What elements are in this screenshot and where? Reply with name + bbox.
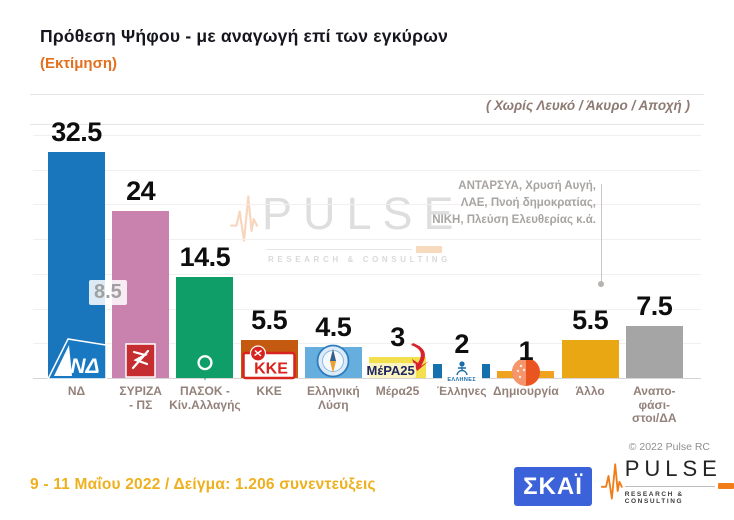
lead-gap-label: 8.5	[89, 280, 127, 305]
copyright-note: © 2022 Pulse RC	[628, 441, 710, 453]
nd-flag-logo: ΝΔ	[46, 338, 107, 380]
exclusion-note: ( Χωρίς Λευκό / Άκυρο / Αποχή )	[485, 98, 690, 113]
category-label-elliniki-lysi: Ελληνική Λύση	[306, 384, 360, 412]
pulse-logo-underline	[624, 483, 734, 489]
skai-logo-text: ΣΚΑΪ	[523, 472, 583, 500]
kke-emblem-logo: ΚΚΕ	[242, 345, 296, 380]
pulse-logo-text: PULSE	[624, 456, 722, 481]
gridline-15	[33, 273, 701, 275]
value-label-mera25: 3	[390, 322, 405, 353]
header-divider	[30, 94, 704, 95]
svg-text:ΝΔ: ΝΔ	[70, 355, 99, 378]
watermark-tagline: RESEARCH & CONSULTING	[268, 255, 452, 264]
annotation-dot	[598, 281, 604, 287]
pulse-waveform-icon	[230, 195, 258, 242]
watermark-underline	[266, 246, 442, 253]
value-label-nd: 32.5	[51, 117, 102, 148]
category-label-allo: Άλλο	[575, 384, 605, 398]
mera25-wordmark-logo: ΜέΡΑ25	[365, 343, 430, 380]
gridline-30	[33, 169, 701, 171]
annotation-line	[601, 184, 602, 282]
pasok-sun-logo	[182, 336, 227, 382]
annotation-text: ΑΝΤΑΡΣΥΑ, Χρυσή Αυγή, ΛΑΕ, Πνοή δημοκρατί…	[432, 180, 596, 226]
category-label-pasok-kinal: ΠΑΣΟΚ - Κίν.Αλλαγής	[169, 384, 241, 412]
party-logo-mera25: ΜέΡΑ25	[365, 343, 430, 380]
gridline-10	[33, 308, 701, 310]
category-label-nd: ΝΔ	[67, 384, 86, 398]
gridline-5	[33, 343, 701, 345]
elliniki-lysi-compass-logo	[316, 344, 350, 378]
category-label-kke: ΚΚΕ	[256, 384, 282, 398]
party-logo-syriza-ps	[125, 343, 156, 378]
party-logo-ellines: ΕΛΛΗΝΕΣ	[441, 355, 482, 387]
value-label-pasok-kinal: 14.5	[179, 242, 231, 273]
chart-top-border	[30, 124, 704, 125]
value-label-anapofasistoi-da: 7.5	[636, 290, 673, 321]
party-logo-pasok-kinal	[181, 336, 229, 382]
page-title: Πρόθεση Ψήφου - με αναγωγή επί των εγκύρ…	[40, 26, 449, 46]
dimiourgia-circle-logo	[511, 358, 540, 386]
estimate-label: (Εκτίμηση)	[40, 55, 117, 72]
ellines-emblem-logo: ΕΛΛΗΝΕΣ	[441, 355, 482, 387]
party-logo-nd: ΝΔ	[46, 336, 107, 380]
value-label-dimiourgia: 1	[518, 336, 534, 367]
gridline-35	[33, 134, 701, 136]
bar-allo	[561, 339, 619, 378]
fieldwork-note: 9 - 11 Μαΐου 2022 / Δείγμα: 1.206 συνεντ…	[30, 476, 376, 493]
category-label-ellines: Έλληνες	[436, 384, 487, 398]
category-label-anapofasistoi-da: Αναπο-φάσι-στοι/ΔΑ	[632, 384, 677, 425]
pulse-logo: PULSE RESEARCH & CONSULTING	[601, 456, 734, 506]
category-label-syriza-ps: ΣΥΡΙΖΑ - ΠΣ	[119, 384, 162, 412]
value-label-ellines: 2	[454, 329, 469, 360]
category-label-dimiourgia: Δημιουργία	[493, 384, 559, 398]
gridline-20	[33, 239, 701, 240]
value-label-syriza-ps: 24	[126, 176, 156, 207]
pulse-logo-tagline: RESEARCH & CONSULTING	[624, 491, 684, 505]
gridline-25	[33, 204, 701, 206]
party-logo-elliniki-lysi	[316, 344, 350, 378]
pulse-watermark: PULSE RESEARCH & CONSULTING	[230, 190, 465, 264]
category-label-mera25: Μέρα25	[375, 384, 420, 398]
syriza-emblem-logo	[125, 343, 156, 378]
value-label-allo: 5.5	[572, 304, 609, 335]
bar-anapofasistoi-da	[625, 325, 683, 378]
party-logo-dimiourgia	[511, 357, 541, 387]
value-label-kke: 5.5	[251, 304, 288, 335]
watermark-brand: PULSE	[262, 188, 465, 239]
x-axis-baseline	[33, 378, 701, 379]
pulse-waveform-icon	[601, 463, 623, 500]
value-label-elliniki-lysi: 4.5	[315, 311, 352, 342]
svg-text:ΚΚΕ: ΚΚΕ	[254, 361, 288, 378]
party-logo-kke: ΚΚΕ	[242, 345, 296, 380]
skai-logo: ΣΚΑΪ	[514, 467, 592, 506]
